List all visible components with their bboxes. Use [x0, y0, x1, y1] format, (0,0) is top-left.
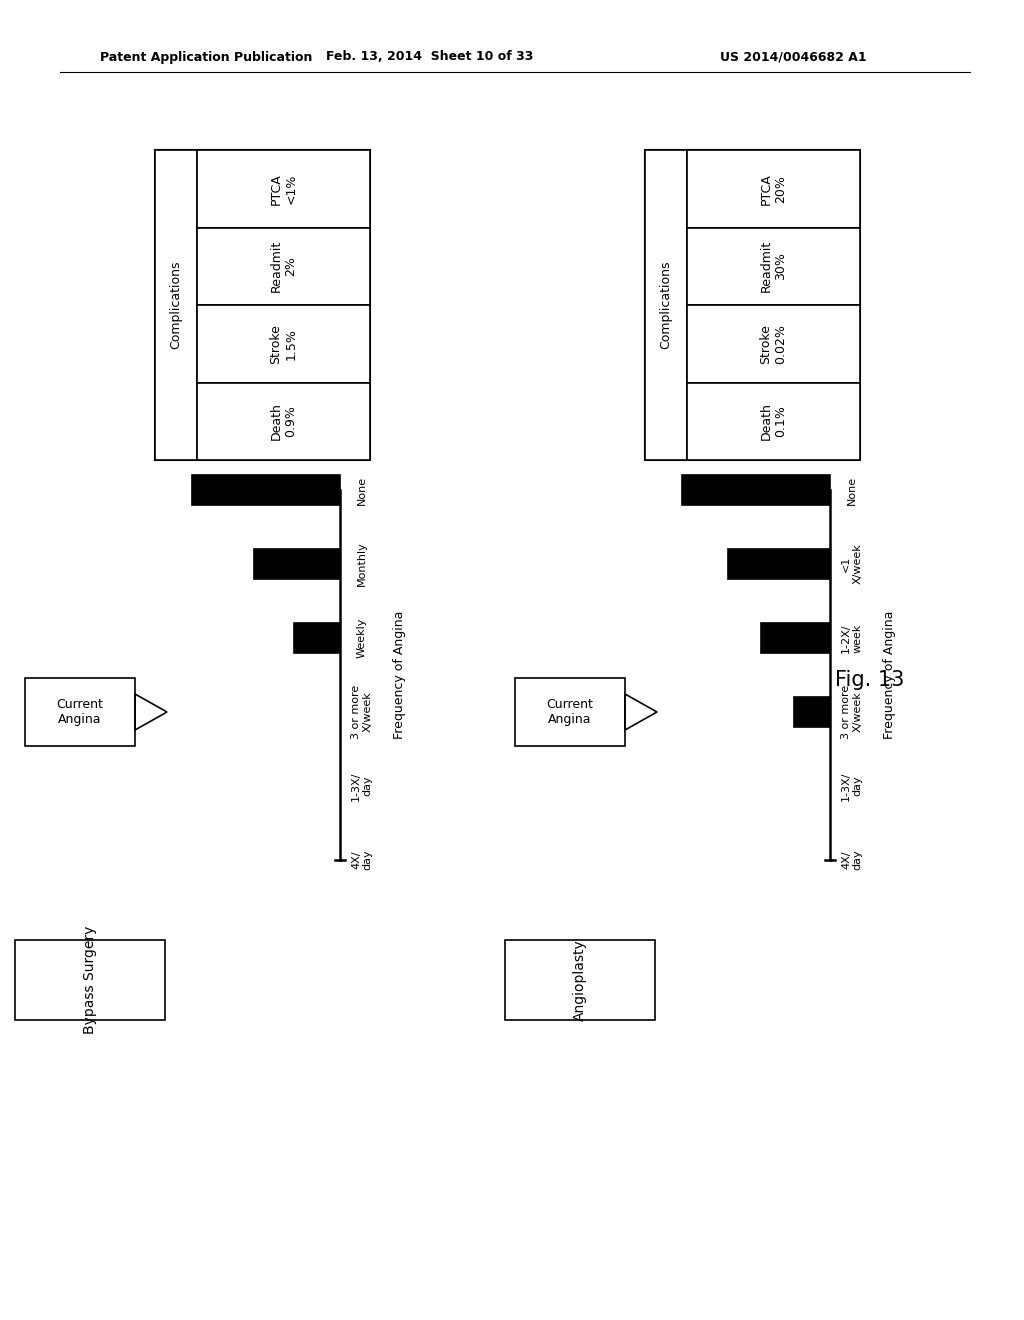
- Bar: [761, 623, 830, 653]
- Text: Patent Application Publication: Patent Application Publication: [100, 50, 312, 63]
- Text: Frequency of Angina: Frequency of Angina: [393, 611, 407, 739]
- Bar: [155, 150, 197, 459]
- Bar: [25, 678, 135, 746]
- Text: 1-3X/
day: 1-3X/ day: [351, 771, 373, 801]
- Bar: [682, 475, 830, 506]
- Bar: [645, 150, 687, 459]
- Bar: [794, 697, 830, 727]
- Text: Death
0.1%: Death 0.1%: [760, 403, 787, 440]
- Text: 4X/
day: 4X/ day: [351, 850, 373, 870]
- Text: 1-2X/
week: 1-2X/ week: [841, 623, 863, 653]
- Bar: [254, 549, 340, 579]
- Text: None: None: [847, 475, 857, 504]
- Text: 3 or more
X/week: 3 or more X/week: [351, 685, 373, 739]
- Text: Stroke
0.02%: Stroke 0.02%: [760, 323, 787, 364]
- Bar: [197, 383, 370, 459]
- Text: Bypass Surgery: Bypass Surgery: [83, 925, 97, 1034]
- Bar: [505, 940, 655, 1020]
- Bar: [197, 305, 370, 383]
- Text: 4X/
day: 4X/ day: [841, 850, 863, 870]
- Text: None: None: [357, 475, 367, 504]
- Text: Angioplasty: Angioplasty: [573, 939, 587, 1020]
- Bar: [155, 150, 370, 459]
- Bar: [515, 678, 625, 746]
- Text: Weekly: Weekly: [357, 618, 367, 659]
- Text: Feb. 13, 2014  Sheet 10 of 33: Feb. 13, 2014 Sheet 10 of 33: [327, 50, 534, 63]
- Text: Stroke
1.5%: Stroke 1.5%: [269, 323, 298, 364]
- Text: Readmit
2%: Readmit 2%: [269, 240, 298, 292]
- Text: US 2014/0046682 A1: US 2014/0046682 A1: [720, 50, 866, 63]
- Bar: [191, 475, 340, 506]
- Bar: [15, 940, 165, 1020]
- Bar: [197, 227, 370, 305]
- Bar: [687, 383, 860, 459]
- Text: Complications: Complications: [170, 261, 182, 350]
- Bar: [294, 623, 340, 653]
- Text: 3 or more
X/week: 3 or more X/week: [841, 685, 863, 739]
- Text: PTCA
20%: PTCA 20%: [760, 173, 787, 205]
- Text: Frequency of Angina: Frequency of Angina: [884, 611, 896, 739]
- Bar: [645, 150, 860, 459]
- Bar: [687, 305, 860, 383]
- Text: 1-3X/
day: 1-3X/ day: [841, 771, 863, 801]
- Bar: [728, 549, 830, 579]
- Bar: [687, 150, 860, 227]
- Text: PTCA
<1%: PTCA <1%: [269, 173, 298, 205]
- Text: Complications: Complications: [659, 261, 673, 350]
- Text: Monthly: Monthly: [357, 541, 367, 586]
- Bar: [687, 227, 860, 305]
- Text: Fig. 13: Fig. 13: [836, 671, 904, 690]
- Text: Readmit
30%: Readmit 30%: [760, 240, 787, 292]
- Text: Current
Angina: Current Angina: [547, 698, 594, 726]
- Text: <1
X/week: <1 X/week: [841, 544, 863, 585]
- Text: Current
Angina: Current Angina: [56, 698, 103, 726]
- Bar: [197, 150, 370, 227]
- Text: Death
0.9%: Death 0.9%: [269, 403, 298, 440]
